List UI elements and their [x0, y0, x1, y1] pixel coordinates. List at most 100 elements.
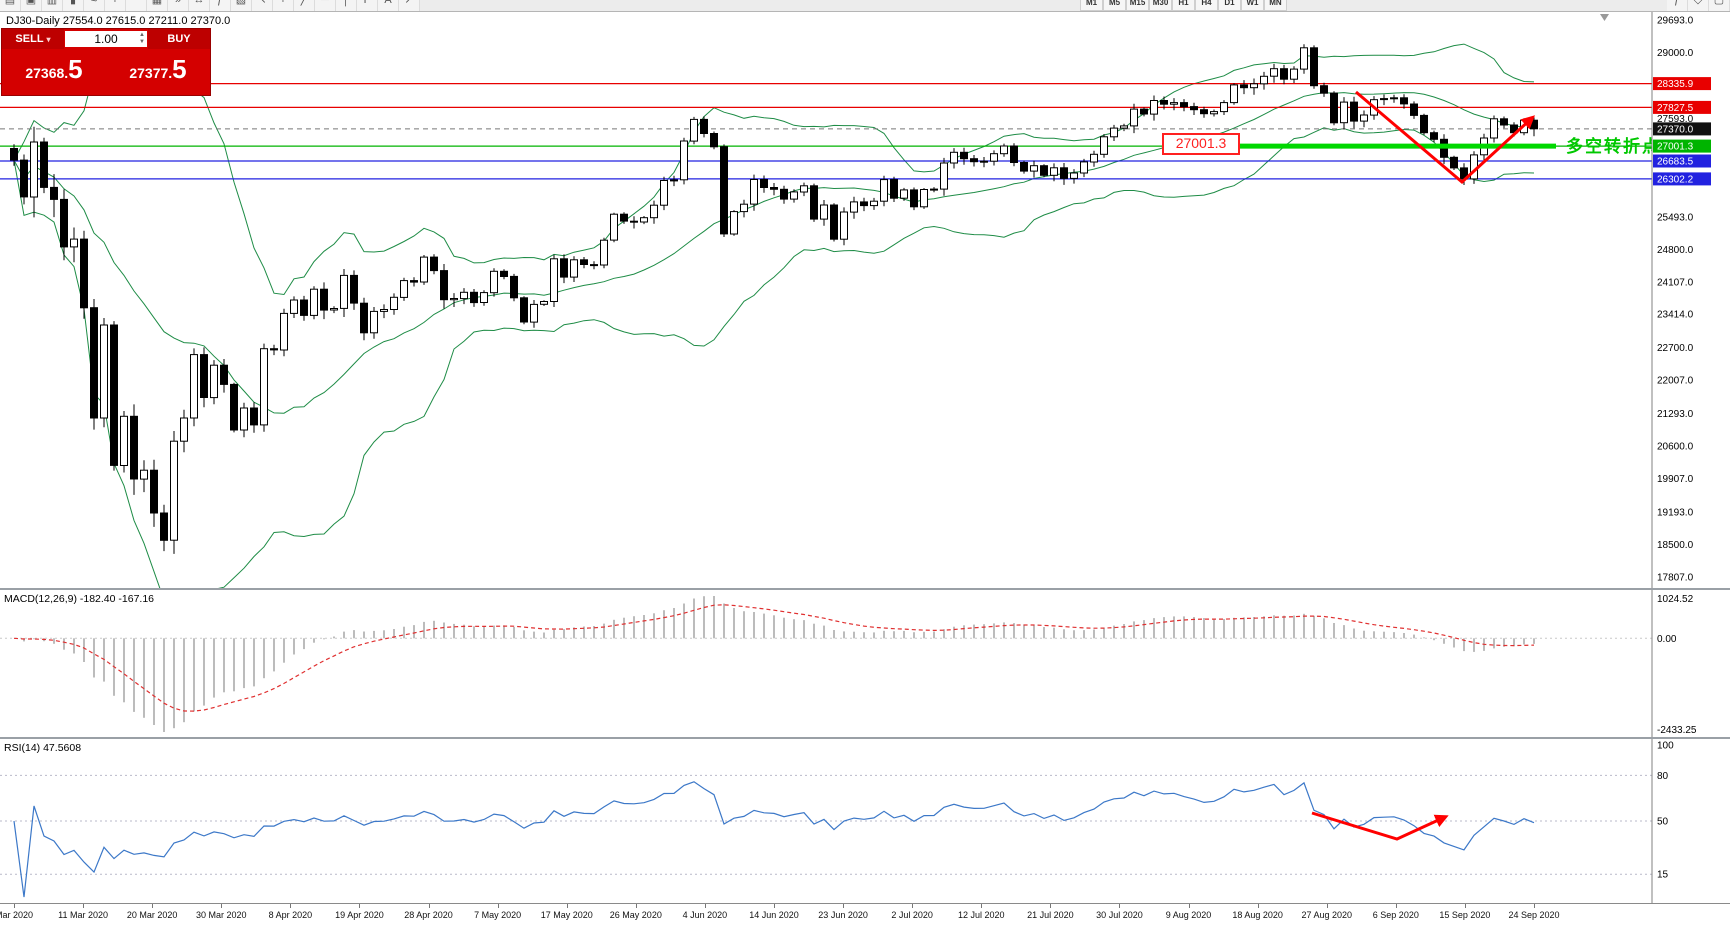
timeframe-m30-button[interactable]: M30 [1149, 0, 1172, 11]
new-order-icon[interactable]: ▣ [21, 0, 42, 11]
sell-price[interactable]: 27368. 5 [2, 49, 106, 95]
timeframe-w1-button[interactable]: W1 [1241, 0, 1264, 11]
chart-shift-icon[interactable]: ↔ [189, 0, 210, 11]
timeframe-h1-button[interactable]: H1 [1172, 0, 1195, 11]
rsi-scale-label: 100 [1657, 741, 1674, 752]
vertical-line-icon[interactable]: │ [336, 0, 357, 11]
timeframe-h4-button[interactable]: H4 [1195, 0, 1218, 11]
time-axis-tick [1326, 904, 1328, 908]
macd-panel[interactable]: 1024.52 0.00 -2433.25 MACD(12,26,9) -182.40… [0, 590, 1730, 737]
chart-line-icon[interactable]: ≈ [84, 0, 105, 11]
horizontal-line-icon[interactable]: ─ [315, 0, 336, 11]
crosshair-icon[interactable]: + [273, 0, 294, 11]
sell-button[interactable]: SELL ▾ [2, 29, 64, 49]
candles[interactable] [10, 44, 1538, 554]
macd-label: MACD(12,26,9) -182.40 -167.16 [4, 593, 154, 605]
time-axis-tick [1119, 904, 1121, 908]
rsi-axis[interactable] [1652, 739, 1730, 903]
price-label-box[interactable] [1162, 133, 1240, 155]
time-axis[interactable]: Mar 2020 11 Mar 2020 20 Mar 2020 30 Mar 202… [0, 903, 1730, 933]
price-axis[interactable] [1652, 12, 1730, 588]
price-badge [1653, 172, 1711, 186]
volume-spinner[interactable]: ▲ ▼ [139, 32, 145, 46]
toolbar-spacer [1287, 0, 1667, 11]
time-axis-label: 8 Apr 2020 [268, 910, 313, 920]
time-axis-label: 30 Jul 2020 [1096, 910, 1143, 920]
macd-signal-line[interactable] [13, 604, 1535, 712]
time-axis-label: 26 May 2020 [609, 910, 662, 920]
chart-shift-marker-icon[interactable] [1600, 14, 1609, 21]
rsi-line[interactable] [13, 781, 1535, 898]
time-axis-tick [290, 904, 292, 908]
toolbar-icon-group: ▤ ▣ ▥ ▮ ≈ + − ▦» ↔ ƒ ▧ ↖ + ╱ ─ │ F A ↗ [0, 0, 420, 11]
y-axis-label: 18500.0 [1657, 540, 1694, 551]
time-axis-label: 20 Mar 2020 [126, 910, 178, 920]
rsi-scale-label: 80 [1657, 771, 1669, 782]
time-axis-tick [497, 904, 499, 908]
timeframe-m1-button[interactable]: M1 [1080, 0, 1103, 11]
bollinger-upper-band[interactable] [13, 43, 1535, 296]
trendline-icon[interactable]: ╱ [294, 0, 315, 11]
price-badge-text: 28335.9 [1657, 79, 1694, 90]
price-label-box-text: 27001.3 [1176, 135, 1227, 151]
time-axis-label: 19 Apr 2020 [335, 910, 384, 920]
candlestick-chart[interactable]: 27001.3 多空转折点29693.029000.027593.025493.0… [0, 12, 1730, 588]
time-axis-tick [1188, 904, 1190, 908]
buy-button[interactable]: BUY [148, 29, 210, 49]
time-axis-label: 18 Aug 2020 [1232, 910, 1283, 920]
panel-separator[interactable] [0, 737, 1730, 739]
time-axis-label: 23 Jun 2020 [818, 910, 868, 920]
macd-axis[interactable] [1652, 590, 1730, 737]
cursor-icon[interactable]: ↖ [252, 0, 273, 11]
spinner-down-icon[interactable]: ▼ [139, 39, 145, 45]
rsi-trend-arrow[interactable] [1311, 811, 1449, 841]
y-axis-label: 20600.0 [1657, 442, 1694, 453]
y-axis-label: 23414.0 [1657, 310, 1694, 321]
chart-candles-icon[interactable]: ▮ [63, 0, 84, 11]
bollinger-lower-band[interactable] [13, 127, 1535, 588]
tile-windows-icon[interactable]: ▦ [147, 0, 168, 11]
macd-scale-max: 1024.52 [1657, 594, 1694, 605]
time-axis-label: 28 Apr 2020 [404, 910, 453, 920]
time-axis-tick [152, 904, 154, 908]
time-axis-tick [1050, 904, 1052, 908]
price-badge [1653, 139, 1711, 153]
objects-list-icon[interactable]: ◇ [1688, 0, 1709, 11]
buy-button-label: BUY [167, 33, 191, 45]
fibonacci-icon[interactable]: F [357, 0, 378, 11]
arrow-tools-icon[interactable]: ↗ [399, 0, 420, 11]
buy-price[interactable]: 27377. 5 [106, 49, 210, 95]
y-axis-label: 25493.0 [1657, 212, 1694, 223]
text-label-icon[interactable]: A [378, 0, 399, 11]
time-axis-tick [912, 904, 914, 908]
zoom-out-icon[interactable]: − [126, 0, 147, 11]
indicators-list-icon[interactable]: ƒ [1667, 0, 1688, 11]
indicators-icon[interactable]: ƒ [210, 0, 231, 11]
templates-icon[interactable]: ▧ [231, 0, 252, 11]
chart-bars-icon[interactable]: ▥ [42, 0, 63, 11]
spinner-up-icon[interactable]: ▲ [139, 32, 145, 38]
time-axis-label: 21 Jul 2020 [1027, 910, 1074, 920]
sell-price-big-digit: 5 [68, 54, 83, 84]
timeframe-mn-button[interactable]: MN [1264, 0, 1287, 11]
zoom-in-icon[interactable]: + [105, 0, 126, 11]
panel-separator[interactable] [0, 588, 1730, 590]
volume-input[interactable]: 1.00 ▲ ▼ [65, 31, 147, 47]
time-axis-label: 17 May 2020 [540, 910, 593, 920]
full-screen-icon[interactable]: ▢ [1709, 0, 1730, 11]
time-axis-tick [1257, 904, 1259, 908]
time-axis-label: 24 Sep 2020 [1508, 910, 1560, 920]
auto-scroll-icon[interactable]: » [168, 0, 189, 11]
price-badge [1653, 154, 1711, 168]
rsi-panel[interactable]: 100 80 50 15 RSI(14) 47.5608 [0, 739, 1730, 903]
symbol-list-icon[interactable]: ▤ [0, 0, 21, 11]
time-axis-tick [359, 904, 361, 908]
timeframe-m5-button[interactable]: M5 [1103, 0, 1126, 11]
time-axis-tick [704, 904, 706, 908]
timeframe-m15-button[interactable]: M15 [1126, 0, 1149, 11]
bollinger-middle-band[interactable] [13, 92, 1535, 414]
timeframe-d1-button[interactable]: D1 [1218, 0, 1241, 11]
time-axis-tick [83, 904, 85, 908]
trend-arrow[interactable] [1355, 90, 1535, 184]
turning-point-text[interactable]: 多空转折点 [1566, 136, 1661, 156]
